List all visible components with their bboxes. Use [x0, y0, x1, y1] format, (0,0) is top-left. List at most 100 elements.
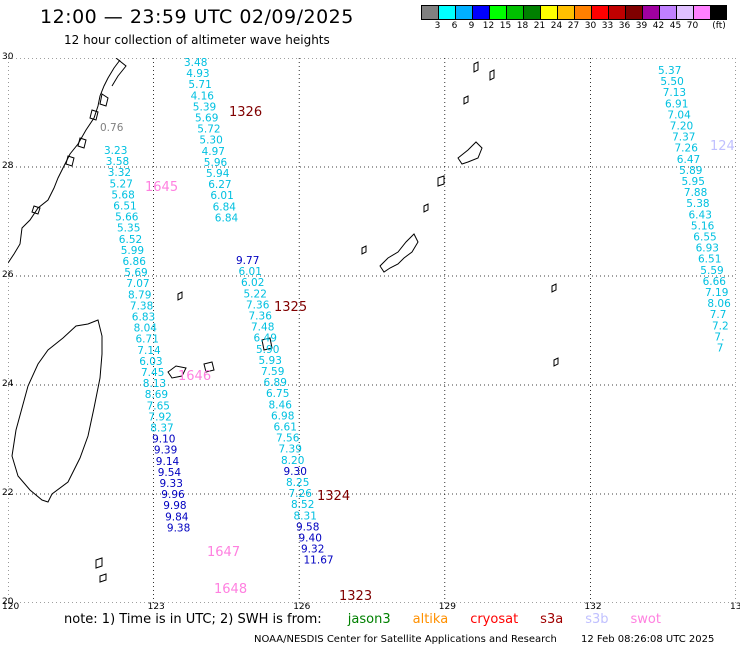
legend-swatch — [438, 5, 455, 20]
wave-height-value: 7.2 — [712, 320, 729, 332]
satellite-legend: jason3 altika cryosat s3a s3b swot — [326, 612, 661, 627]
wave-height-value: 5.93 — [259, 355, 282, 367]
legend-swatch — [659, 5, 676, 20]
legend-swatch — [625, 5, 642, 20]
legend-label: 15 — [499, 21, 512, 31]
note-line: note: 1) Time is in UTC; 2) SWH is from:… — [64, 612, 661, 627]
wave-height-value: 9.38 — [167, 522, 190, 534]
wave-height-value: 5.94 — [206, 168, 230, 180]
wave-height-value: 9.54 — [158, 467, 182, 479]
wave-height-value: 7.56 — [276, 433, 300, 445]
wave-height-value: 7.14 — [137, 345, 161, 357]
wave-height-value: 5.66 — [115, 212, 139, 224]
legend-swatch — [472, 5, 489, 20]
wave-height-value: 9.30 — [284, 466, 307, 478]
legend-label: 45 — [669, 21, 682, 31]
satellite-name: cryosat — [470, 612, 519, 627]
wave-height-value: 7.92 — [148, 411, 171, 423]
legend-swatch — [557, 5, 574, 20]
wave-height-value: 7.88 — [684, 187, 707, 199]
wave-height-value: 5.72 — [197, 124, 220, 136]
yaeyama-islands — [167, 361, 215, 379]
longitude-label: 129 — [438, 602, 456, 612]
wave-height-value: 9.10 — [152, 434, 175, 446]
color-legend — [421, 5, 729, 21]
legend-swatch — [489, 5, 506, 20]
pass-number-label: 1325 — [274, 300, 307, 315]
longitude-label: 135 — [730, 602, 740, 612]
wave-height-value: 6.84 — [213, 201, 237, 213]
pass-number-label: 1247 — [710, 139, 736, 154]
longitude-label: 132 — [584, 602, 602, 612]
pass-number-label: 1645 — [145, 180, 178, 195]
wave-height-value: 8.31 — [294, 510, 317, 522]
wave-height-value: 5.37 — [658, 65, 681, 77]
longitude-label: 120 — [2, 602, 20, 612]
pass-labels: 1326 1645 1325 1646 1324 1647 1648 1323 1247 — [145, 105, 736, 603]
latitude-label: 24 — [2, 379, 14, 389]
wave-height-value: 6.71 — [136, 334, 159, 346]
wave-height-value: 6.01 — [239, 266, 262, 278]
wave-height-value: 5.16 — [691, 220, 715, 232]
wave-height-value: 7.26 — [675, 143, 699, 155]
wave-height-value: 5.30 — [199, 135, 222, 147]
timestamp: 12 Feb 08:26:08 UTC 2025 — [581, 634, 715, 645]
wave-height-value: 0.76 — [100, 122, 124, 134]
wave-height-value: 4.16 — [191, 90, 215, 102]
wave-height-value: 6.83 — [132, 312, 155, 324]
legend-swatch — [506, 5, 523, 20]
wave-height-value: 5.38 — [686, 198, 709, 210]
wave-height-value: 6.86 — [123, 256, 147, 268]
wave-height-value: 6.47 — [677, 154, 700, 166]
legend-label: 39 — [635, 21, 648, 31]
latitude-label: 28 — [2, 161, 14, 171]
map-title: 12:00 — 23:59 UTC 02/09/2025 — [40, 6, 354, 28]
wave-height-value: 7.20 — [670, 121, 693, 133]
wave-height-value: 6.61 — [274, 422, 297, 434]
wave-height-value: 6.93 — [696, 243, 719, 255]
pass-number-label: 1647 — [207, 545, 240, 560]
wave-height-value: 5.95 — [682, 176, 705, 188]
wave-height-value: 5.27 — [110, 178, 133, 190]
wave-height-value: 9.39 — [154, 445, 177, 457]
wave-height-value: 6.51 — [698, 254, 721, 266]
satellite-name: s3a — [540, 612, 564, 627]
legend-label: 70 — [686, 21, 699, 31]
wave-height-value: 4.93 — [186, 68, 209, 80]
longitude-label: 126 — [293, 602, 311, 612]
wave-height-value: 9.32 — [301, 544, 324, 556]
wave-height-value: 3.23 — [104, 145, 127, 157]
wave-height-value: 8.13 — [143, 378, 166, 390]
wave-height-value: 5.71 — [188, 79, 211, 91]
wave-height-value: 9.14 — [156, 456, 180, 468]
pass-number-label: 1324 — [317, 489, 350, 504]
wave-height-value: 3.48 — [184, 58, 207, 69]
map-canvas: 3.484.935.714.165.395.695.725.304.975.96… — [8, 58, 736, 603]
wave-height-value: 7.19 — [705, 287, 728, 299]
wave-height-value: 6.27 — [208, 179, 231, 191]
wave-height-value: 5.59 — [700, 265, 723, 277]
wave-height-value: 6.02 — [241, 277, 264, 289]
legend-swatch — [693, 5, 710, 20]
pass-number-label: 1323 — [339, 589, 372, 603]
wave-height-value: 9.96 — [161, 489, 185, 501]
wave-height-value: 7.48 — [251, 322, 274, 334]
wave-height-value: 8.79 — [128, 289, 151, 301]
wave-height-value: 7.59 — [261, 366, 284, 378]
wave-height-value: 8.52 — [291, 499, 314, 511]
wave-height-value: 9.58 — [296, 521, 319, 533]
wave-height-value: 5.96 — [204, 157, 228, 169]
wave-height-value: 7.39 — [279, 444, 302, 456]
wave-height-value: 3.58 — [106, 156, 129, 168]
wave-height-value: 6.66 — [703, 276, 727, 288]
legend-swatch — [421, 5, 438, 20]
color-legend-labels: 3 6 9 12 15 18 21 24 27 30 33 36 39 42 45 70 (ft) — [421, 21, 729, 33]
legend-unit: (ft) — [712, 21, 726, 31]
wave-height-value: 6.01 — [210, 190, 233, 202]
taiwan-outline — [11, 319, 103, 503]
wave-height-value: 6.43 — [689, 209, 712, 221]
legend-swatch — [591, 5, 608, 20]
lat-lon-grid — [8, 58, 736, 603]
credit-line: NOAA/NESDIS Center for Satellite Applica… — [254, 634, 557, 645]
wave-height-value: 8.06 — [707, 298, 731, 310]
